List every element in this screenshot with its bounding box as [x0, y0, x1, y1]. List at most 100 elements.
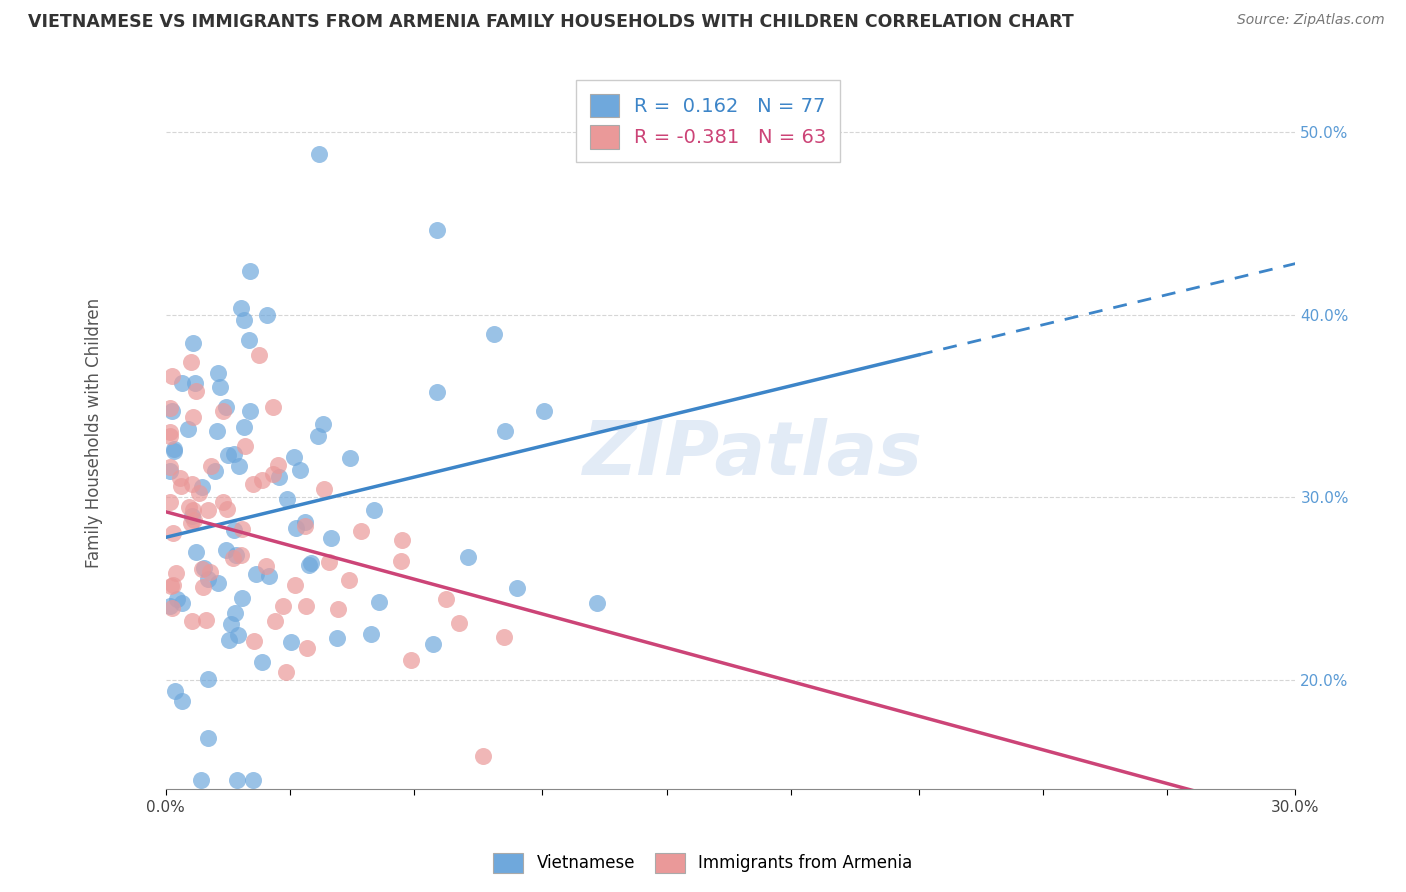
Point [184, 545, 207, 559]
Point [391, 533, 413, 547]
Point [494, 424, 516, 438]
Point [222, 550, 245, 565]
Point [233, 439, 256, 453]
Point [233, 420, 256, 434]
Point [238, 334, 260, 348]
Point [186, 384, 208, 398]
Point [226, 772, 249, 787]
Point [269, 470, 291, 484]
Point [294, 519, 316, 533]
Point [197, 672, 219, 686]
Point [200, 459, 222, 474]
Point [337, 573, 360, 587]
Legend: R =  0.162   N = 77, R = -0.381   N = 63: R = 0.162 N = 77, R = -0.381 N = 63 [576, 80, 841, 162]
Point [170, 479, 193, 493]
Legend: Vietnamese, Immigrants from Armenia: Vietnamese, Immigrants from Armenia [486, 847, 920, 880]
Point [399, 653, 422, 667]
Point [271, 599, 294, 613]
Point [215, 542, 238, 557]
Point [172, 376, 194, 390]
Point [422, 637, 444, 651]
Point [506, 581, 529, 595]
Point [162, 578, 184, 592]
Point [180, 354, 202, 368]
Point [243, 634, 266, 648]
Point [295, 599, 318, 613]
Point [229, 301, 252, 315]
Point [193, 561, 215, 575]
Point [262, 467, 284, 481]
Point [181, 409, 204, 424]
Point [229, 548, 252, 562]
Point [180, 509, 202, 524]
Point [231, 591, 253, 605]
Point [308, 429, 330, 443]
Point [262, 400, 284, 414]
Point [297, 640, 319, 655]
Point [181, 614, 204, 628]
Text: VIETNAMESE VS IMMIGRANTS FROM ARMENIA FAMILY HOUSEHOLDS WITH CHILDREN CORRELATIO: VIETNAMESE VS IMMIGRANTS FROM ARMENIA FA… [28, 13, 1074, 31]
Point [350, 524, 373, 539]
Text: Source: ZipAtlas.com: Source: ZipAtlas.com [1237, 13, 1385, 28]
Point [360, 627, 382, 641]
Y-axis label: Family Households with Children: Family Households with Children [86, 298, 103, 568]
Point [217, 448, 239, 462]
Point [198, 565, 221, 579]
Point [247, 348, 270, 362]
Point [191, 580, 214, 594]
Point [239, 264, 262, 278]
Point [299, 556, 322, 570]
Point [447, 615, 470, 630]
Point [197, 731, 219, 746]
Point [217, 501, 239, 516]
Point [184, 376, 207, 390]
Point [160, 579, 183, 593]
Point [170, 596, 193, 610]
Point [283, 450, 305, 465]
Point [181, 477, 204, 491]
Point [312, 482, 335, 496]
Point [191, 562, 214, 576]
Point [533, 403, 555, 417]
Point [159, 425, 181, 439]
Point [321, 531, 343, 545]
Point [256, 308, 278, 322]
Point [250, 655, 273, 669]
Point [267, 458, 290, 472]
Point [208, 379, 231, 393]
Point [389, 554, 412, 568]
Point [254, 559, 277, 574]
Point [177, 422, 200, 436]
Point [457, 550, 479, 565]
Point [482, 326, 505, 341]
Point [159, 459, 181, 474]
Point [197, 503, 219, 517]
Point [238, 404, 260, 418]
Point [308, 147, 330, 161]
Point [318, 555, 340, 569]
Point [426, 222, 449, 236]
Point [290, 463, 312, 477]
Point [252, 473, 274, 487]
Point [195, 613, 218, 627]
Point [207, 424, 229, 438]
Point [162, 369, 184, 384]
Point [159, 495, 181, 509]
Point [242, 476, 264, 491]
Point [181, 335, 204, 350]
Point [298, 558, 321, 573]
Point [311, 417, 333, 432]
Point [166, 591, 188, 606]
Point [224, 606, 246, 620]
Point [177, 500, 200, 514]
Point [170, 694, 193, 708]
Point [160, 404, 183, 418]
Point [226, 628, 249, 642]
Point [426, 384, 449, 399]
Point [183, 513, 205, 527]
Point [245, 567, 267, 582]
Point [219, 616, 242, 631]
Point [259, 569, 281, 583]
Point [215, 401, 238, 415]
Point [162, 525, 184, 540]
